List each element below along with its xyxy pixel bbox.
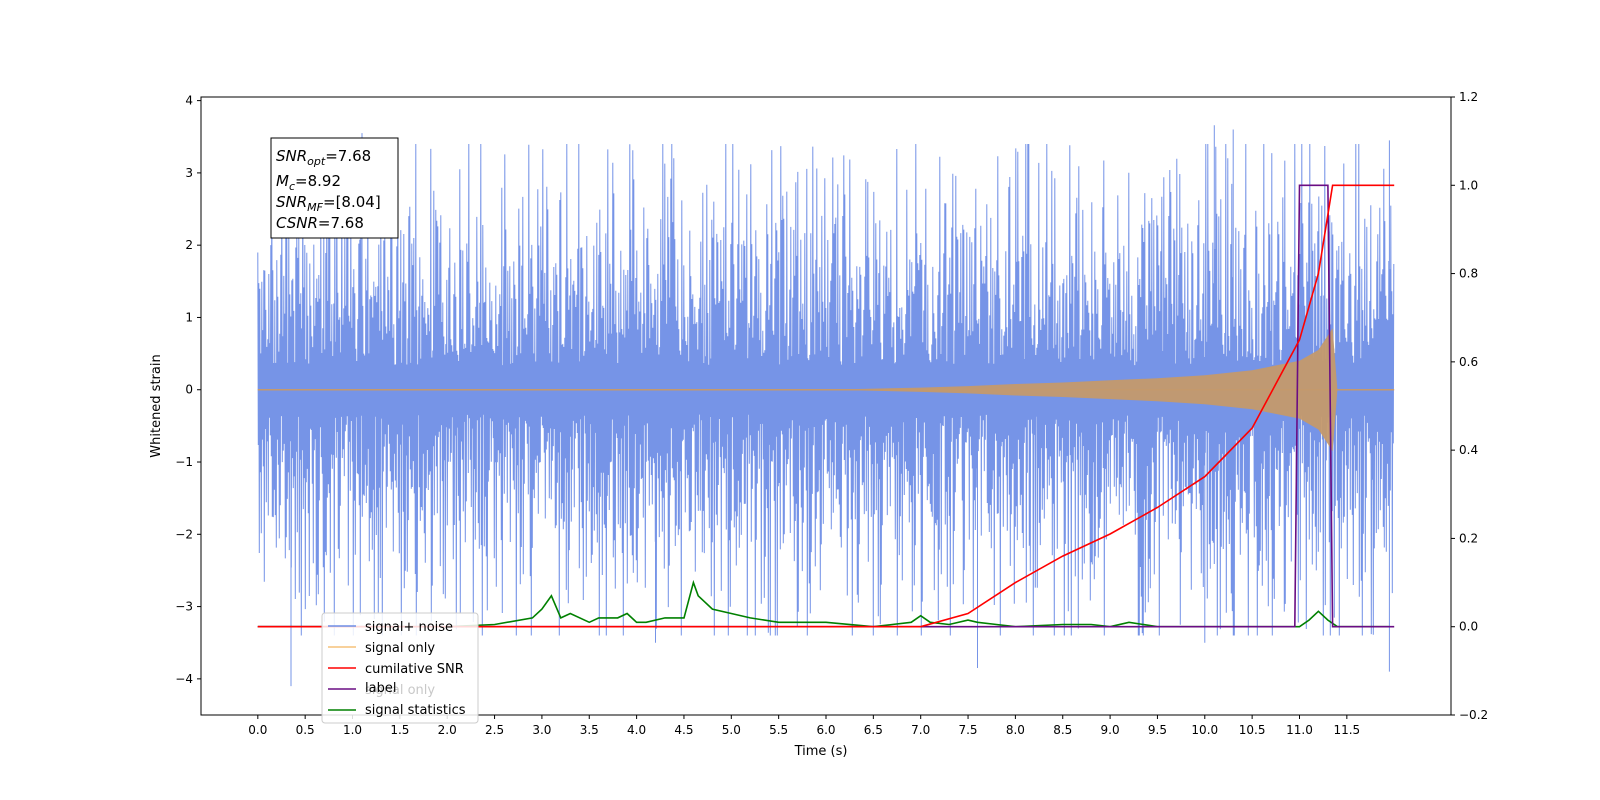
x-tick-label: 11.0 <box>1286 723 1313 737</box>
x-tick-label: 10.0 <box>1191 723 1218 737</box>
y-tick-label: −2 <box>175 527 193 541</box>
x-tick-label: 0.0 <box>248 723 267 737</box>
x-tick-label: 4.0 <box>627 723 646 737</box>
x-tick-label: 2.5 <box>485 723 504 737</box>
stats-box-frame <box>270 137 399 239</box>
x-tick-label: 6.5 <box>864 723 883 737</box>
x-tick-label: 6.0 <box>816 723 835 737</box>
series-label <box>257 184 1395 628</box>
y-tick-label: −4 <box>175 672 193 686</box>
legend: signal+ noise signal only cumilative SNR… <box>321 612 479 724</box>
stats-box: SNRopt=7.68 Mc=8.92 SNRMF=[8.04] CSNR=7.… <box>270 137 399 239</box>
y-right-tick-label: 0.6 <box>1459 355 1478 369</box>
legend-label-signal-noise: signal+ noise <box>365 620 453 635</box>
x-tick-label: 11.5 <box>1333 723 1360 737</box>
x-tick-label: 1.5 <box>390 723 409 737</box>
y-right-tick-label: 1.2 <box>1459 90 1478 104</box>
x-tick-label: 8.5 <box>1053 723 1072 737</box>
legend-label-label: label <box>365 681 396 696</box>
y-right-tick-label: 0.0 <box>1459 620 1478 634</box>
legend-label-signal-only-ghost: signal only <box>365 683 435 698</box>
axes-layer: 0.0 0.5 1.0 1.5 2.0 2.5 3.0 3.5 4.0 4.5 5.0 5.5 6.0 6… <box>175 90 1488 737</box>
x-tick-label: 5.5 <box>769 723 788 737</box>
legend-label-signal-only: signal only <box>365 641 435 656</box>
x-tick-label: 3.0 <box>532 723 551 737</box>
y-axis-label: Whitened strain <box>149 354 164 457</box>
x-tick-label: 7.0 <box>911 723 930 737</box>
y-tick-label: 1 <box>185 310 193 324</box>
legend-label-signal-statistics: signal statistics <box>365 703 466 718</box>
y-tick-label: 2 <box>185 238 193 252</box>
y-right-tick-label: −0.2 <box>1459 708 1488 722</box>
y-tick-label: 0 <box>185 383 193 397</box>
y-tick-label: −3 <box>175 600 193 614</box>
series-layer <box>257 125 1395 687</box>
x-tick-label: 9.0 <box>1101 723 1120 737</box>
stat-snr-mf: SNRMF=[8.04] <box>276 193 381 214</box>
stat-snr-opt: SNRopt=7.68 <box>276 147 371 168</box>
stat-mc: Mc=8.92 <box>276 172 341 193</box>
x-tick-label: 8.0 <box>1006 723 1025 737</box>
x-tick-label: 1.0 <box>343 723 362 737</box>
series-signal-noise <box>257 125 1395 687</box>
series-cumulative-snr <box>257 184 1395 628</box>
legend-label-cumulative-snr: cumilative SNR <box>365 662 464 677</box>
x-tick-label: 4.5 <box>674 723 693 737</box>
y-tick-label: 4 <box>185 94 193 108</box>
y-right-tick-label: 0.4 <box>1459 443 1478 457</box>
y-right-tick-label: 0.2 <box>1459 531 1478 545</box>
x-tick-label: 2.0 <box>438 723 457 737</box>
y-right-tick-label: 1.0 <box>1459 178 1478 192</box>
x-tick-label: 10.5 <box>1239 723 1266 737</box>
x-axis-label: Time (s) <box>794 744 848 759</box>
y-right-tick-label: 0.8 <box>1459 267 1478 281</box>
stat-csnr: CSNR=7.68 <box>276 214 364 232</box>
y-tick-label: −1 <box>175 455 193 469</box>
x-tick-label: 9.5 <box>1148 723 1167 737</box>
x-tick-label: 5.0 <box>722 723 741 737</box>
x-tick-label: 7.5 <box>958 723 977 737</box>
legend-frame <box>321 612 479 724</box>
x-tick-label: 3.5 <box>580 723 599 737</box>
y-tick-label: 3 <box>185 166 193 180</box>
x-tick-label: 0.5 <box>296 723 315 737</box>
